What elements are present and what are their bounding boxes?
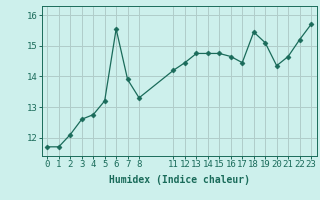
X-axis label: Humidex (Indice chaleur): Humidex (Indice chaleur): [109, 175, 250, 185]
